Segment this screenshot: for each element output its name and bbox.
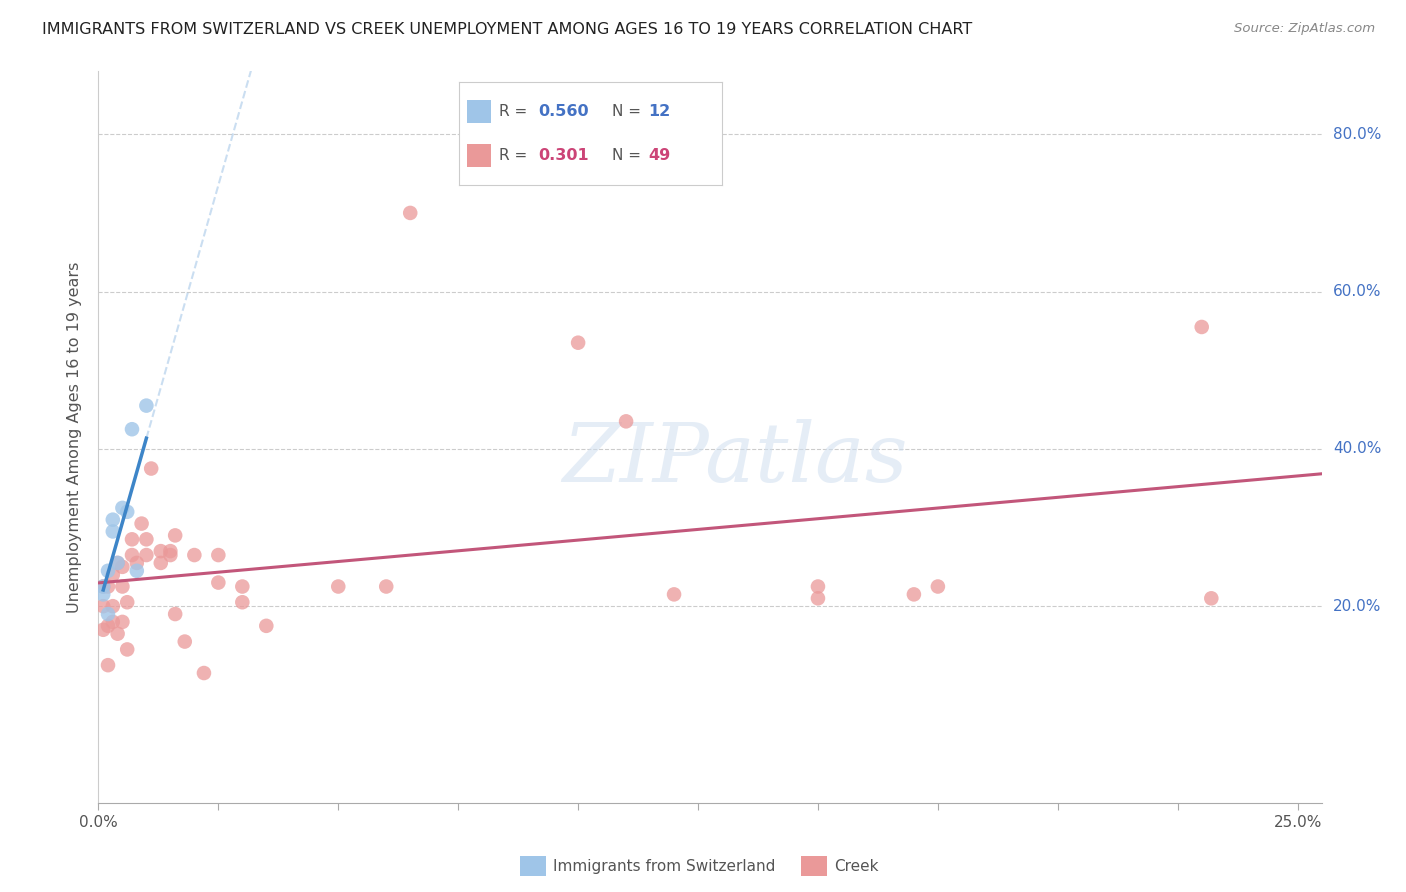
Point (125, 564, 148, 578)
Point (125, 556, 148, 570)
Point (614, 414, 637, 428)
Point (183, 548, 205, 562)
Text: ZIPatlas: ZIPatlas (562, 419, 907, 499)
Text: 80.0%: 80.0% (1333, 127, 1381, 142)
Point (149, 544, 172, 558)
Point (903, 587, 925, 601)
Point (101, 615, 124, 629)
Point (165, 607, 187, 621)
Text: Source: ZipAtlas.com: Source: ZipAtlas.com (1234, 22, 1375, 36)
Point (101, 567, 124, 582)
Point (135, 533, 157, 547)
Point (91, 599, 114, 614)
Point (121, 422, 143, 436)
Point (91, 580, 114, 594)
Point (115, 505, 138, 519)
Y-axis label: Unemployment Among Ages 16 to 19 years: Unemployment Among Ages 16 to 19 years (66, 261, 82, 613)
Point (159, 548, 181, 562)
Point (927, 580, 949, 594)
Point (91, 587, 114, 601)
Text: Creek: Creek (834, 859, 879, 873)
Point (121, 533, 143, 547)
Point (149, 556, 172, 570)
Point (193, 666, 215, 681)
Point (231, 595, 253, 609)
Point (399, 206, 422, 220)
Point (111, 500, 134, 515)
Text: 60.0%: 60.0% (1333, 284, 1381, 299)
Point (159, 544, 181, 558)
Text: 40.0%: 40.0% (1333, 442, 1381, 457)
Point (97, 564, 120, 578)
Point (135, 399, 157, 413)
Point (662, 587, 685, 601)
Point (97, 580, 120, 594)
Point (91, 623, 114, 637)
Point (1201, 591, 1223, 606)
Point (107, 626, 129, 640)
Point (173, 634, 195, 648)
Point (111, 615, 134, 629)
Point (91, 580, 114, 594)
Point (107, 556, 129, 570)
Point (115, 642, 138, 657)
Point (121, 548, 143, 562)
Text: Immigrants from Switzerland: Immigrants from Switzerland (553, 859, 775, 873)
Point (567, 335, 589, 350)
Point (807, 580, 830, 594)
Point (207, 548, 229, 562)
Point (207, 575, 229, 590)
Point (254, 619, 277, 633)
Point (135, 548, 157, 562)
Point (97, 619, 120, 633)
Point (101, 599, 124, 614)
Point (115, 595, 138, 609)
Point (375, 580, 398, 594)
Point (107, 556, 129, 570)
Point (141, 461, 163, 475)
Text: IMMIGRANTS FROM SWITZERLAND VS CREEK UNEMPLOYMENT AMONG AGES 16 TO 19 YEARS CORR: IMMIGRANTS FROM SWITZERLAND VS CREEK UNE… (42, 22, 973, 37)
Point (97, 607, 120, 621)
Point (111, 559, 134, 574)
Point (807, 591, 830, 606)
Point (97, 658, 120, 673)
Point (1191, 320, 1213, 334)
Point (165, 528, 187, 542)
Point (328, 580, 350, 594)
Point (101, 513, 124, 527)
Point (111, 580, 134, 594)
Point (101, 524, 124, 539)
Text: 20.0%: 20.0% (1333, 599, 1381, 614)
Point (131, 516, 153, 531)
Point (231, 580, 253, 594)
